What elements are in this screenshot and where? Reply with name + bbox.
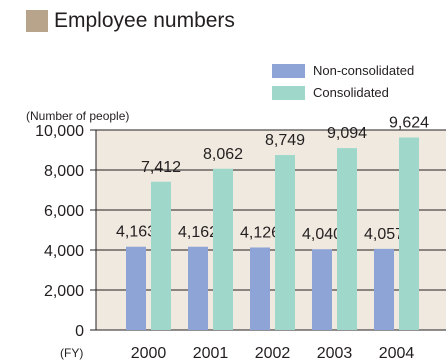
data-label: 4,162 bbox=[178, 224, 218, 241]
x-tick-label: 2002 bbox=[255, 345, 291, 360]
y-tick-label: 4,000 bbox=[44, 243, 84, 260]
bar-consolidated bbox=[337, 148, 357, 330]
title-square-icon bbox=[26, 10, 48, 32]
bar-non-consolidated bbox=[312, 249, 332, 330]
bar-non-consolidated bbox=[126, 246, 146, 330]
x-tick-label: 2003 bbox=[317, 345, 353, 360]
y-tick-label: 2,000 bbox=[44, 283, 84, 300]
legend: Non-consolidated Consolidated bbox=[272, 62, 414, 106]
data-label: 4,057 bbox=[364, 226, 404, 243]
bar-non-consolidated bbox=[374, 248, 394, 330]
bar-consolidated bbox=[213, 168, 233, 330]
y-tick-label: 10,000 bbox=[35, 123, 84, 140]
bar-consolidated bbox=[275, 155, 295, 330]
data-label: 9,624 bbox=[389, 115, 429, 132]
data-label: 8,749 bbox=[265, 132, 305, 149]
data-label: 4,040 bbox=[302, 226, 342, 243]
y-tick-label: 8,000 bbox=[44, 163, 84, 180]
bar-non-consolidated bbox=[250, 247, 270, 330]
y-tick-label: 6,000 bbox=[44, 203, 84, 220]
legend-label-consolidated: Consolidated bbox=[313, 85, 389, 100]
x-tick-label: 2004 bbox=[379, 345, 415, 360]
y-tick-label: 0 bbox=[75, 323, 84, 340]
x-tick-label: 2001 bbox=[193, 345, 229, 360]
legend-item-consolidated: Consolidated bbox=[272, 84, 414, 102]
y-axis-label: (Number of people) bbox=[26, 109, 129, 123]
legend-swatch-consolidated bbox=[272, 86, 305, 100]
legend-swatch-non-consolidated bbox=[272, 64, 305, 78]
x-axis-label: (FY) bbox=[60, 346, 83, 360]
data-label: 4,163 bbox=[116, 224, 156, 241]
bar-consolidated bbox=[151, 181, 171, 330]
x-tick-label: 2000 bbox=[131, 345, 167, 360]
bar-non-consolidated bbox=[188, 246, 208, 330]
legend-item-non-consolidated: Non-consolidated bbox=[272, 62, 414, 80]
data-label: 8,062 bbox=[203, 146, 243, 163]
chart-title: Employee numbers bbox=[26, 8, 235, 34]
data-label: 4,126 bbox=[240, 224, 280, 241]
data-label: 7,412 bbox=[141, 159, 181, 176]
chart-title-text: Employee numbers bbox=[54, 9, 235, 32]
legend-label-non-consolidated: Non-consolidated bbox=[313, 63, 415, 78]
bar-consolidated bbox=[399, 137, 419, 330]
data-label: 9,094 bbox=[327, 125, 367, 142]
